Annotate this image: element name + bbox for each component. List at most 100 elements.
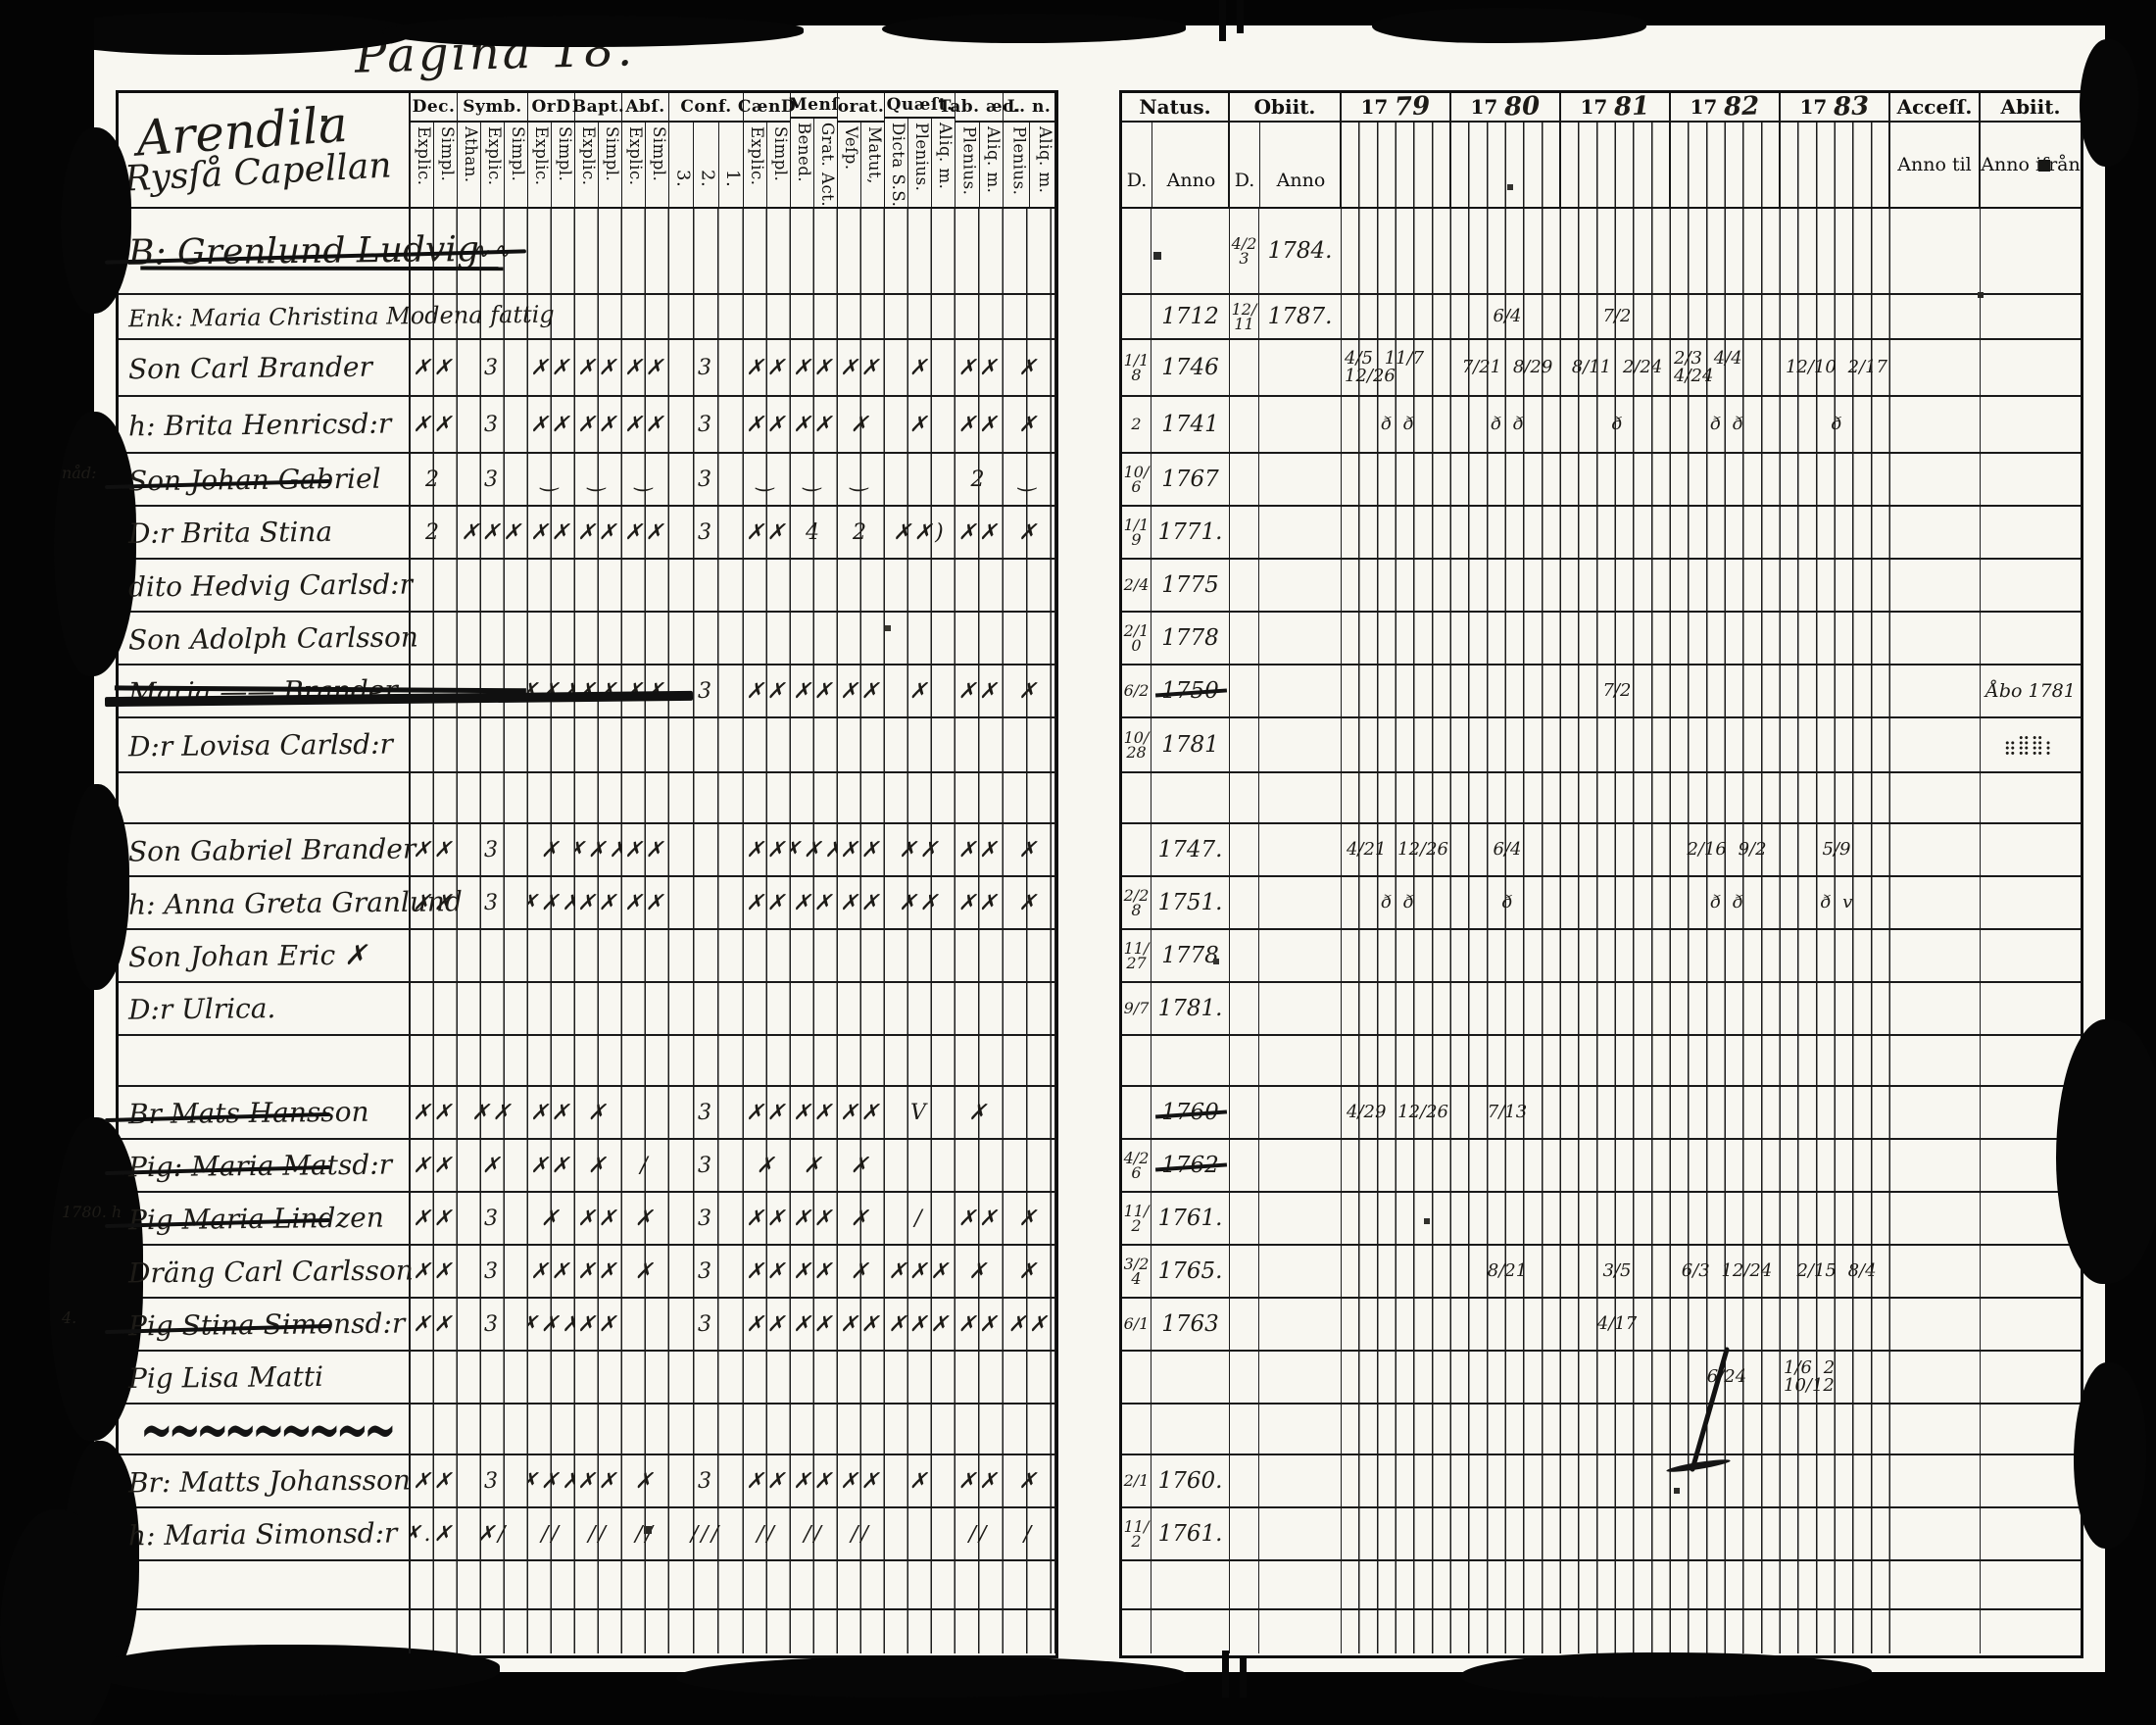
y81-cell (1561, 718, 1671, 771)
attendance-mark: 3 (698, 1468, 714, 1494)
year-printed: 17 (1470, 95, 1498, 119)
register-row: 1/18 1746 4/5 11/7 12/26 7/21 8/29 8/11 2/24… (1122, 338, 2081, 395)
date-value: 4/29 12/26 (1346, 1101, 1448, 1122)
mark-cell (956, 1140, 1004, 1191)
y79-cell (1342, 983, 1451, 1034)
oa-cell (1259, 877, 1342, 928)
mark-cell (838, 718, 885, 771)
oa-cell (1259, 1455, 1342, 1506)
register-row: 10/6 1767 (1122, 452, 2081, 505)
mark-cell: ✗✗ (838, 340, 885, 395)
attendance-mark: ✗✗ (840, 355, 882, 380)
year-group: 17 81 (1561, 91, 1671, 207)
register-row: 1760 4/29 12/26 7/13 (1122, 1085, 2081, 1138)
person-name: Pig Lisa Matti (127, 1359, 324, 1395)
attendance-mark: ✗✗ (746, 1206, 788, 1231)
date-value: 1765. (1157, 1258, 1223, 1284)
acc-cell (1890, 1508, 1981, 1559)
person-name: dito Hedvig Carlsd:r (127, 567, 414, 603)
y83-cell (1781, 1508, 1890, 1559)
person-name: h: Maria Simonsd:r (127, 1516, 398, 1552)
y83-cell (1781, 718, 1890, 771)
name-cell: Pig Maria Lindzen 1780. h (62, 1193, 411, 1244)
name-cell: B: Grenlund Ludvig (105, 209, 526, 293)
mark-cell: ✗✗ (956, 824, 1004, 875)
date-value: 2/3 4/4 4/24 (1674, 347, 1742, 386)
attendance-mark: ✗✗ (413, 1153, 455, 1178)
date-value: 1751. (1157, 890, 1223, 915)
acc-cell (1890, 1193, 1981, 1244)
date-value: 7/2 (1602, 305, 1632, 326)
mark-cell: ✗✗ (838, 1299, 885, 1350)
attendance-mark: ✗ (908, 412, 931, 437)
subcolumn-label: Explic. (480, 123, 504, 207)
column-group: Dec. Explic. Simpl. (411, 93, 458, 207)
year-subcolumns (1342, 123, 1449, 207)
mark-cell: ✗✗ (956, 1299, 1004, 1350)
mark-cell: ✗✗✗ (528, 877, 575, 928)
parish-heading: Arendila Rysſå Capellan (119, 93, 411, 207)
attendance-mark: ✗✗ (840, 1468, 882, 1494)
attendance-mark: 3 (698, 412, 714, 437)
y82-cell (1671, 613, 1781, 664)
na-cell: 1781. (1152, 983, 1230, 1034)
mark-cell: ✗✗ (791, 340, 838, 395)
mark-cell (1004, 1405, 1055, 1454)
ab-cell (1981, 1508, 2081, 1559)
y80-cell (1451, 1140, 1561, 1191)
right-table-body: 4/23 1784. 1712 12/11 1787. 6/4 7/2 1/18 1746 4/5… (1122, 209, 2081, 1655)
register-row: Son Gabriel Brander✗✗3✗✗✗✗✗✗✗✗✗✗✗✗✗✗✗✗✗✗ (119, 822, 1055, 875)
mark-cell: ✗✗ (744, 1193, 791, 1244)
od-cell (1230, 1193, 1259, 1244)
attendance-mark: ✗✗ (899, 837, 941, 862)
oa-cell (1259, 718, 1342, 771)
mark-cell (575, 983, 622, 1034)
nd-cell (1122, 209, 1152, 293)
acc-cell (1890, 1455, 1981, 1506)
register-row (119, 1608, 1055, 1653)
mark-cell: 3 (458, 1455, 528, 1506)
mark-cell (669, 209, 744, 293)
attendance-mark: 3 (698, 1100, 714, 1125)
y80-cell: 7/21 8/29 (1451, 340, 1561, 395)
register-row: 4/26 1762 (1122, 1138, 2081, 1191)
register-row: D:r Ulrica. (119, 981, 1055, 1034)
date-value: 1767 (1161, 467, 1219, 492)
od-cell (1230, 613, 1259, 664)
edge-blob (61, 127, 131, 314)
y80-cell (1451, 1352, 1561, 1403)
mark-cell (575, 613, 622, 664)
attendance-mark: ✗✗ (957, 837, 1001, 862)
column-subheaders: Plenius. Aliq. m. (956, 123, 1003, 207)
register-row (1122, 1034, 2081, 1085)
subcolumn-label: Explic. (748, 126, 766, 186)
year-label: 17 83 (1781, 91, 1888, 123)
nd-cell: 9/7 (1122, 983, 1152, 1034)
binding-mark (1222, 1651, 1229, 1698)
mark-cell (838, 209, 885, 293)
mark-cell (622, 983, 669, 1034)
mark-cell: ✗✗ (791, 665, 838, 716)
date-value: 8/11 2/24 (1571, 356, 1663, 377)
nd-cell (1122, 824, 1152, 875)
year-label: 17 79 (1342, 91, 1449, 123)
mark-cell: ‿ (1004, 454, 1055, 505)
attendance-mark: ✗✗ (746, 1258, 788, 1284)
date-value: 4/5 11/7 12/26 (1345, 347, 1425, 386)
attendance-mark: / (914, 1206, 925, 1231)
year-written: 80 (1503, 91, 1542, 123)
mark-cell (838, 930, 885, 981)
subcolumn-label: Dicta S.S. (889, 122, 907, 207)
mark-cell: ✗✗ (956, 877, 1004, 928)
mark-cell (528, 295, 575, 338)
subcolumn-label: Athan. (462, 126, 480, 183)
y81-cell (1561, 877, 1671, 928)
register-row: 2/28 1751. ð ð ð ð ð ð v (1122, 875, 2081, 928)
date-value: ð ð (1381, 891, 1414, 912)
mark-cell: ✗ (1004, 877, 1055, 928)
y81-cell (1561, 613, 1671, 664)
mark-cell: ✗ (575, 1140, 622, 1191)
person-name: Pig Maria Lindzen (127, 1201, 384, 1236)
mark-cell (575, 1352, 622, 1403)
od-cell (1230, 773, 1259, 822)
